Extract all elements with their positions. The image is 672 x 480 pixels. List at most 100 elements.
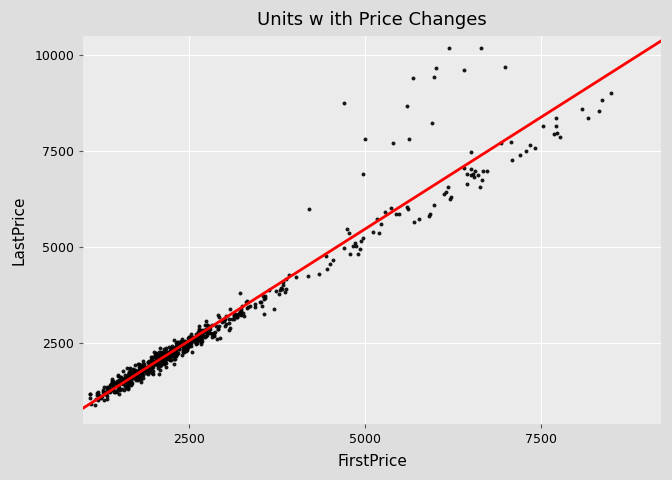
Point [278,282,288,289]
Point [201,332,212,340]
Point [149,348,160,355]
Point [194,336,204,343]
Point [481,167,492,174]
Point [124,374,134,382]
Point [344,250,355,258]
Point [112,379,123,387]
Point [154,348,165,356]
Point [146,360,157,367]
Point [173,345,184,353]
Point [173,338,184,346]
Point [165,353,175,360]
Point [136,364,147,372]
Point [171,349,181,357]
Point [171,339,182,347]
Point [108,382,118,389]
Point [178,341,189,349]
Point [180,339,191,347]
Point [322,265,333,273]
Point [241,299,252,306]
Point [140,369,151,376]
Point [171,350,182,358]
Point [583,114,593,121]
Point [290,273,301,281]
Point [94,395,105,402]
Point [224,324,235,332]
Point [235,289,245,297]
Point [146,363,157,371]
Point [127,372,138,380]
Point [358,170,368,178]
Point [188,334,199,341]
Point [127,368,138,375]
Point [219,315,230,323]
Point [142,365,153,372]
Point [171,342,182,349]
Point [85,400,96,408]
Point [386,204,397,212]
Point [185,330,196,338]
Point [135,373,146,381]
Point [122,381,132,389]
Point [120,382,130,390]
Point [153,353,163,360]
Point [212,325,223,333]
Point [155,362,165,370]
Point [153,359,163,366]
Point [184,340,195,348]
Point [167,349,177,357]
Point [163,349,173,357]
Point [116,373,126,381]
Point [134,370,144,378]
Point [159,359,169,367]
Point [108,385,118,393]
Point [110,388,120,396]
Point [165,352,176,360]
Point [206,321,217,329]
Point [201,317,212,325]
Point [196,338,206,346]
Point [134,360,144,368]
Point [538,122,548,130]
Point [112,380,123,387]
Point [249,304,260,312]
Point [194,333,204,340]
Point [204,324,214,332]
Point [206,333,217,341]
Point [104,388,115,396]
Point [183,333,194,341]
Point [169,345,180,352]
Point [102,392,113,400]
Point [256,299,267,306]
Point [117,377,128,384]
Point [169,346,179,354]
Point [187,337,198,345]
Point [147,361,158,369]
Point [170,352,181,360]
Point [224,305,235,313]
Point [339,244,349,252]
Point [162,355,173,363]
Point [155,359,165,367]
Point [156,355,167,362]
Point [107,386,118,394]
Point [177,351,187,359]
Point [130,369,140,376]
Point [183,334,194,342]
Point [185,342,196,350]
Point [95,394,106,401]
Point [103,383,114,391]
Point [196,338,207,346]
Point [113,380,124,387]
Point [94,393,105,401]
Point [129,372,140,380]
Point [134,371,144,379]
Point [200,333,210,340]
Point [167,348,177,356]
Point [271,287,282,295]
Point [190,334,201,341]
Point [129,361,140,369]
Point [275,286,286,293]
Point [462,180,472,188]
Point [153,370,164,378]
